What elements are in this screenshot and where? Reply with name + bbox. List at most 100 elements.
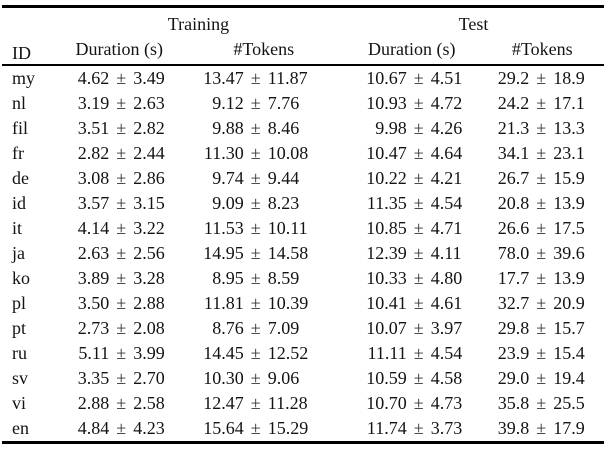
mean-value: 10.33	[366, 268, 407, 288]
mean-value: 12.47	[203, 393, 244, 413]
std-value: 14.58	[267, 243, 309, 263]
std-value: 10.11	[267, 218, 308, 238]
plus-minus-sign: ±	[116, 268, 127, 288]
value-cell: 21.3 ±13.3	[480, 116, 604, 141]
std-value: 15.29	[267, 418, 309, 438]
plus-minus-sign: ±	[413, 393, 424, 413]
plus-minus-sign: ±	[536, 168, 547, 188]
value-cell: 20.8 ±13.9	[480, 191, 604, 216]
std-value: 3.22	[133, 218, 165, 238]
value-cell: 10.22 ±4.21	[343, 166, 481, 191]
row-id: pt	[12, 318, 27, 338]
plus-minus-sign: ±	[116, 418, 127, 438]
table-row: sv 3.35 ±2.70 10.30 ±9.06 10.59 ±4.58 29.0 ±…	[2, 366, 604, 391]
table-row: id 3.57 ±3.15 9.09 ±8.23 11.35 ±4.54 20.8 ±1…	[2, 191, 604, 216]
value-cell: 32.7 ±20.9	[480, 291, 604, 316]
row-id: ko	[12, 268, 30, 288]
header-subcolumn-row: Duration (s) #Tokens Duration (s) #Token…	[2, 35, 604, 65]
row-id: id	[12, 193, 27, 213]
value-cell: 3.89 ±3.28	[54, 266, 185, 291]
header-group-row: ID Training Test	[2, 7, 604, 63]
plus-minus-sign: ±	[250, 68, 261, 88]
table-body: my 4.62 ±3.49 13.47 ±11.87 10.67 ±4.51 29.2…	[2, 65, 604, 443]
mean-value: 4.62	[77, 68, 110, 88]
std-value: 2.56	[133, 243, 165, 263]
plus-minus-sign: ±	[250, 343, 261, 363]
value-cell: 9.74 ±9.44	[185, 166, 343, 191]
value-cell: 3.19 ±2.63	[54, 91, 185, 116]
plus-minus-sign: ±	[116, 118, 127, 138]
plus-minus-sign: ±	[250, 418, 261, 438]
table-row: my 4.62 ±3.49 13.47 ±11.87 10.67 ±4.51 29.2…	[2, 65, 604, 91]
plus-minus-sign: ±	[413, 243, 424, 263]
value-cell: 10.07 ±3.97	[343, 316, 481, 341]
value-cell: 10.30 ±9.06	[185, 366, 343, 391]
std-value: 2.44	[133, 143, 165, 163]
language-stats-table: ID Training Test Duration (s) #Tokens Du…	[2, 5, 604, 444]
std-value: 3.73	[430, 418, 463, 438]
value-cell: 10.85 ±4.71	[343, 216, 481, 241]
std-value: 4.72	[430, 93, 463, 113]
mean-value: 15.64	[203, 418, 244, 438]
value-cell: 78.0 ±39.6	[480, 241, 604, 266]
value-cell: 23.9 ±15.4	[480, 341, 604, 366]
mean-value: 10.59	[366, 368, 407, 388]
value-cell: 9.88 ±8.46	[185, 116, 343, 141]
plus-minus-sign: ±	[413, 318, 424, 338]
mean-value: 20.8	[497, 193, 530, 213]
mean-value: 23.9	[497, 343, 530, 363]
std-value: 3.28	[133, 268, 165, 288]
value-cell: 26.7 ±15.9	[480, 166, 604, 191]
std-value: 11.28	[267, 393, 308, 413]
plus-minus-sign: ±	[116, 168, 127, 188]
mean-value: 3.19	[77, 93, 110, 113]
mean-value: 11.74	[366, 418, 407, 438]
mean-value: 2.73	[77, 318, 110, 338]
plus-minus-sign: ±	[413, 143, 424, 163]
plus-minus-sign: ±	[536, 368, 547, 388]
value-cell: 8.95 ±8.59	[185, 266, 343, 291]
plus-minus-sign: ±	[413, 343, 424, 363]
std-value: 39.6	[553, 243, 585, 263]
mean-value: 34.1	[497, 143, 530, 163]
plus-minus-sign: ±	[413, 193, 424, 213]
mean-value: 10.85	[366, 218, 407, 238]
std-value: 12.52	[267, 343, 309, 363]
value-cell: 10.47 ±4.64	[343, 141, 481, 166]
std-value: 18.9	[553, 68, 585, 88]
plus-minus-sign: ±	[116, 193, 127, 213]
row-id: fil	[12, 118, 28, 138]
mean-value: 29.8	[497, 318, 530, 338]
value-cell: 9.98 ±4.26	[343, 116, 481, 141]
std-value: 15.4	[553, 343, 585, 363]
plus-minus-sign: ±	[116, 343, 127, 363]
plus-minus-sign: ±	[413, 68, 424, 88]
mean-value: 29.0	[497, 368, 530, 388]
std-value: 19.4	[553, 368, 585, 388]
value-cell: 12.39 ±4.11	[343, 241, 481, 266]
value-cell: 24.2 ±17.1	[480, 91, 604, 116]
table-row: ko 3.89 ±3.28 8.95 ±8.59 10.33 ±4.80 17.7 ±1…	[2, 266, 604, 291]
value-cell: 39.8 ±17.9	[480, 416, 604, 443]
value-cell: 3.57 ±3.15	[54, 191, 185, 216]
row-id: en	[12, 418, 29, 438]
header-test-tokens: #Tokens	[511, 39, 573, 59]
header-training-duration: Duration (s)	[75, 39, 163, 59]
mean-value: 14.45	[203, 343, 244, 363]
std-value: 4.11	[430, 243, 462, 263]
value-cell: 11.30 ±10.08	[185, 141, 343, 166]
mean-value: 29.2	[497, 68, 530, 88]
plus-minus-sign: ±	[536, 268, 547, 288]
value-cell: 3.35 ±2.70	[54, 366, 185, 391]
value-cell: 3.50 ±2.88	[54, 291, 185, 316]
plus-minus-sign: ±	[250, 168, 261, 188]
value-cell: 26.6 ±17.5	[480, 216, 604, 241]
value-cell: 3.51 ±2.82	[54, 116, 185, 141]
mean-value: 26.7	[497, 168, 530, 188]
std-value: 15.9	[553, 168, 585, 188]
row-id: ja	[12, 243, 25, 263]
plus-minus-sign: ±	[250, 193, 261, 213]
mean-value: 11.53	[203, 218, 244, 238]
std-value: 20.9	[553, 293, 585, 313]
mean-value: 10.70	[366, 393, 407, 413]
